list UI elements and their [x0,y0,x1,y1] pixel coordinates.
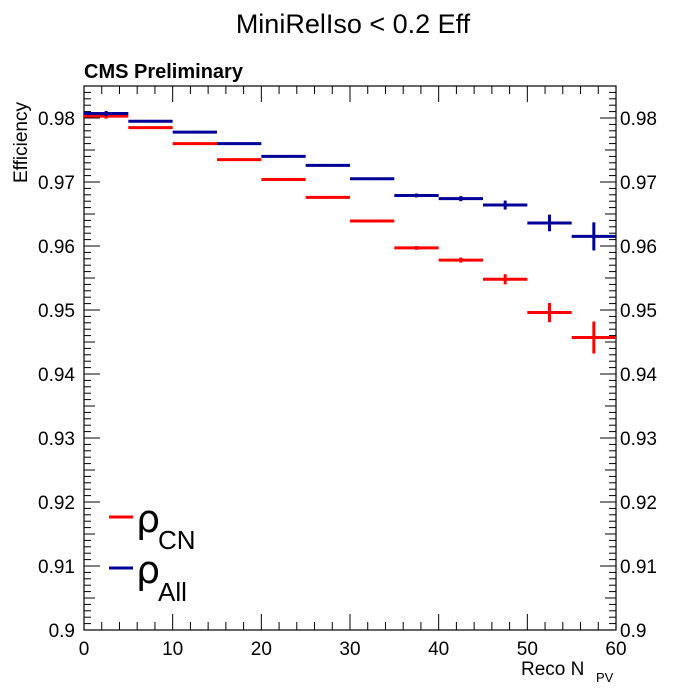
y-tick-label: 0.95 [38,301,75,322]
data-point [172,142,217,146]
legend: ρ CN ρ All [109,497,196,607]
y-tick-label-right: 0.97 [620,173,657,194]
data-series [84,110,616,354]
y-tick-label-right: 0.9 [620,621,646,642]
y-tick-label-right: 0.98 [620,109,657,130]
data-point [483,274,528,285]
data-point [261,177,306,181]
x-tick-label: 0 [79,639,90,660]
y-tick-label-right: 0.91 [620,557,657,578]
y-tick-label: 0.92 [38,493,75,514]
y-tick-label-right: 0.93 [620,429,657,450]
x-tick-label: 20 [251,639,272,660]
x-tick-label: 10 [162,639,183,660]
y-tick-label-right: 0.96 [620,237,657,258]
y-tick-label: 0.98 [38,109,75,130]
x-tick-label: 60 [605,639,626,660]
y-tick-labels-right: 0.9 0.91 0.92 0.93 0.94 0.95 0.96 0.97 0.98 [620,109,657,642]
data-point [571,222,616,251]
x-axis-title: Reco N PV [521,659,614,685]
x-tick-label: 30 [339,639,360,660]
data-point [350,177,395,181]
data-point [128,119,173,123]
experiment-label: CMS Preliminary [84,61,244,83]
data-point [483,200,528,210]
data-point [394,193,439,198]
axis-ticks [83,85,617,631]
y-tick-label: 0.97 [38,173,75,194]
x-axis-title-main: Reco N [521,659,584,680]
y-tick-label: 0.96 [38,237,75,258]
data-point [217,158,262,162]
x-tick-label: 50 [517,639,538,660]
data-point [217,142,262,146]
data-point [527,214,572,232]
y-tick-label-right: 0.94 [620,365,657,386]
y-tick-label-right: 0.95 [620,301,657,322]
legend-subscript-all: All [158,577,187,607]
x-tick-label: 40 [428,639,449,660]
y-tick-label-right: 0.92 [620,493,657,514]
legend-subscript-cn: CN [158,525,196,555]
data-point [571,321,616,354]
chart-title: MiniRelIso < 0.2 Eff [236,9,471,39]
x-tick-labels: 0 10 20 30 40 50 60 [79,639,627,660]
y-axis-title: Efficiency [11,102,32,183]
data-point [394,246,439,250]
y-tick-label: 0.93 [38,429,75,450]
y-tick-label: 0.91 [38,557,75,578]
legend-label-rho-cn: ρ [136,497,160,541]
data-point [128,126,173,130]
series-rho-cn [84,113,616,354]
y-tick-label: 0.9 [49,621,75,642]
x-axis-title-sub: PV [596,670,614,685]
legend-label-rho-all: ρ [136,548,160,592]
series-rho-all [84,110,616,251]
data-point [350,219,395,223]
data-point [305,163,350,167]
data-point [438,196,483,202]
y-tick-label: 0.94 [38,365,75,386]
data-point [438,257,483,263]
y-tick-labels: 0.9 0.91 0.92 0.93 0.94 0.95 0.96 0.97 0.98 [38,109,75,642]
data-point [527,302,572,323]
data-point [172,130,217,134]
data-point [305,195,350,199]
data-point [84,110,129,117]
data-point [261,154,306,158]
